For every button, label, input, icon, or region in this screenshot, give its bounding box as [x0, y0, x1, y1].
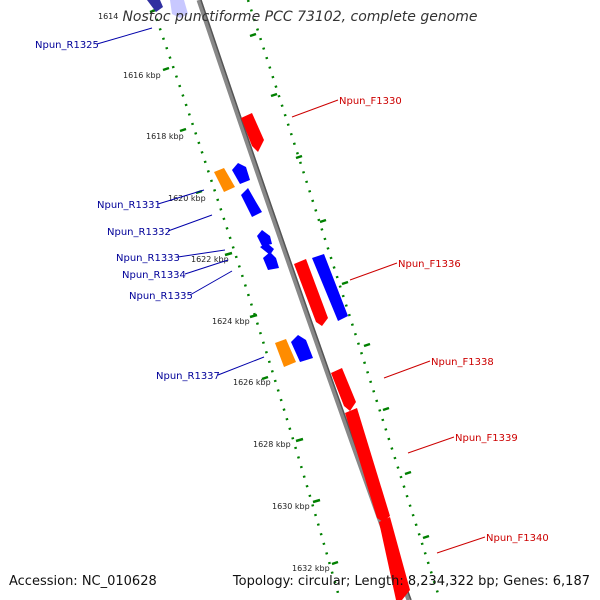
gene-label-npun-r1325[interactable]: Npun_R1325 — [35, 40, 99, 51]
forward-genes — [241, 113, 410, 600]
outer-track-dotted — [246, 0, 442, 600]
gene-label-npun-f1336[interactable]: Npun_F1336 — [398, 259, 461, 270]
tick-label: 1614 — [98, 12, 118, 21]
tick-label: 1632 kbp — [292, 564, 330, 573]
gene-label-npun-f1340[interactable]: Npun_F1340 — [486, 533, 549, 544]
gene-rna[interactable] — [275, 339, 296, 367]
gene-forward[interactable] — [241, 113, 264, 152]
reverse-leaders — [96, 27, 265, 376]
gene-reverse[interactable] — [291, 335, 313, 362]
gene-reverse[interactable] — [232, 163, 250, 184]
tick-labels: 1614 1616 kbp 1618 kbp 1620 kbp 1622 kbp… — [98, 12, 330, 573]
gene-forward[interactable] — [331, 368, 356, 411]
outer-ticks — [249, 32, 430, 540]
gene-reverse[interactable] — [147, 0, 163, 12]
map-title: Nostoc punctiforme PCC 73102, complete g… — [122, 9, 478, 25]
gene-label-npun-f1339[interactable]: Npun_F1339 — [455, 433, 518, 444]
tick-label: 1620 kbp — [168, 194, 206, 203]
gene-label-npun-r1334[interactable]: Npun_R1334 — [122, 270, 186, 281]
tick-label: 1616 kbp — [123, 71, 161, 80]
gene-reverse[interactable] — [312, 254, 348, 321]
genome-info-text: Topology: circular; Length: 8,234,322 bp… — [232, 574, 590, 589]
gene-label-npun-r1337[interactable]: Npun_R1337 — [156, 371, 220, 382]
gene-forward[interactable] — [294, 259, 328, 326]
gene-reverse[interactable] — [170, 0, 188, 18]
gene-label-npun-r1331[interactable]: Npun_R1331 — [97, 200, 161, 211]
tick-label: 1624 kbp — [212, 317, 250, 326]
gene-reverse[interactable] — [241, 188, 262, 217]
tick-label: 1630 kbp — [272, 502, 310, 511]
tick-label: 1618 kbp — [146, 132, 184, 141]
gene-reverse[interactable] — [257, 230, 272, 246]
gene-forward[interactable] — [379, 517, 410, 600]
gene-forward[interactable] — [345, 408, 390, 522]
tick-label: 1622 kbp — [191, 255, 229, 264]
gene-reverse[interactable] — [263, 252, 279, 270]
gene-label-npun-r1332[interactable]: Npun_R1332 — [107, 227, 171, 238]
gene-rna[interactable] — [214, 168, 235, 192]
forward-leaders — [291, 99, 486, 554]
tick-label: 1626 kbp — [233, 378, 271, 387]
gene-label-npun-r1335[interactable]: Npun_R1335 — [129, 291, 193, 302]
gene-label-npun-r1333[interactable]: Npun_R1333 — [116, 253, 180, 264]
accession-text: Accession: NC_010628 — [9, 574, 157, 589]
gene-label-npun-f1330[interactable]: Npun_F1330 — [339, 96, 402, 107]
gene-reverse[interactable] — [260, 243, 274, 255]
tick-label: 1628 kbp — [253, 440, 291, 449]
reverse-genes — [147, 0, 348, 367]
inner-track-dotted — [148, 0, 342, 600]
forward-labels: Npun_F1330 Npun_F1336 Npun_F1338 Npun_F1… — [339, 96, 549, 544]
reverse-labels: Npun_R1325 Npun_R1331 Npun_R1332 Npun_R1… — [35, 40, 220, 382]
gene-label-npun-f1338[interactable]: Npun_F1338 — [431, 357, 494, 368]
